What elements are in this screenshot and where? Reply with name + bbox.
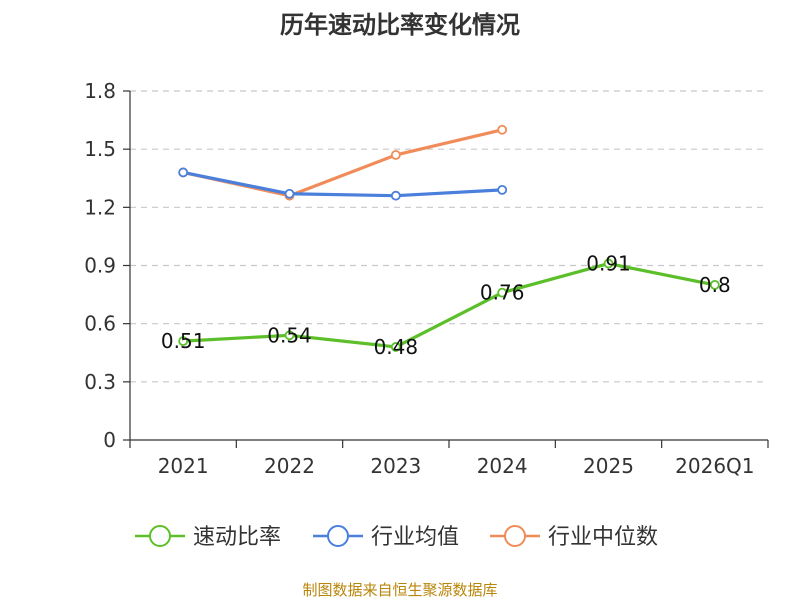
series-lines: [182, 128, 716, 349]
data-point: [390, 150, 401, 160]
x-tick-label: 2024: [477, 454, 528, 478]
x-tick-label: 2026Q1: [675, 454, 754, 478]
x-tick-label: 2021: [158, 454, 209, 478]
data-label: 0.54: [267, 323, 312, 347]
legend-item[interactable]: 行业中位数: [490, 525, 658, 550]
data-label: 0.76: [480, 281, 525, 305]
source-note: 制图数据来自恒生聚源数据库: [302, 581, 497, 599]
data-point: [284, 330, 295, 341]
data-labels: 0.51 0.54 0.48 0.76 0.91 0.8: [161, 252, 731, 359]
series-line: [183, 261, 716, 349]
data-point: [709, 279, 720, 290]
x-tick-label: 2025: [583, 454, 634, 478]
y-tick-label: 1.2: [84, 195, 116, 219]
legend-label: 速动比率: [193, 525, 281, 550]
data-point: [390, 190, 401, 201]
series-line: [182, 170, 503, 198]
y-axis-ticks: 0 0.3 0.6 0.9 1.2 1.5 1.8: [84, 79, 130, 452]
data-point: [178, 167, 189, 178]
data-point: [390, 342, 401, 352]
series-line: [182, 128, 503, 198]
data-point: [497, 184, 508, 195]
data-label: 0.48: [374, 335, 419, 359]
data-point: [603, 258, 614, 269]
x-tick-label: 2022: [264, 454, 315, 478]
data-point: [497, 287, 508, 298]
chart-title: 历年速动比率变化情况: [280, 11, 520, 39]
data-label: 0.51: [161, 329, 206, 353]
series-points: [178, 124, 720, 352]
y-tick-label: 1.5: [84, 137, 116, 161]
legend-label: 行业均值: [371, 525, 459, 550]
y-tick-label: 0.6: [84, 312, 116, 336]
legend-marker: [504, 525, 526, 547]
legend-label: 行业中位数: [548, 525, 658, 550]
data-label: 0.8: [699, 273, 731, 297]
y-tick-label: 1.8: [84, 79, 116, 103]
data-label: 0.91: [586, 252, 631, 276]
legend[interactable]: 速动比率 行业均值 行业中位数: [135, 525, 658, 550]
legend-marker: [149, 525, 171, 547]
grid: [130, 90, 768, 383]
data-point: [178, 336, 189, 347]
y-tick-label: 0: [103, 428, 116, 452]
legend-marker: [327, 525, 349, 547]
data-point: [497, 124, 508, 135]
y-tick-label: 0.3: [84, 370, 116, 394]
legend-item[interactable]: 行业均值: [313, 525, 459, 550]
x-axis-ticks: 2021 2022 2023 2024 2025 2026Q1: [129, 440, 769, 478]
data-point: [284, 188, 295, 199]
y-tick-label: 0.9: [84, 254, 116, 278]
legend-item[interactable]: 速动比率: [135, 525, 281, 550]
x-tick-label: 2023: [370, 454, 421, 478]
